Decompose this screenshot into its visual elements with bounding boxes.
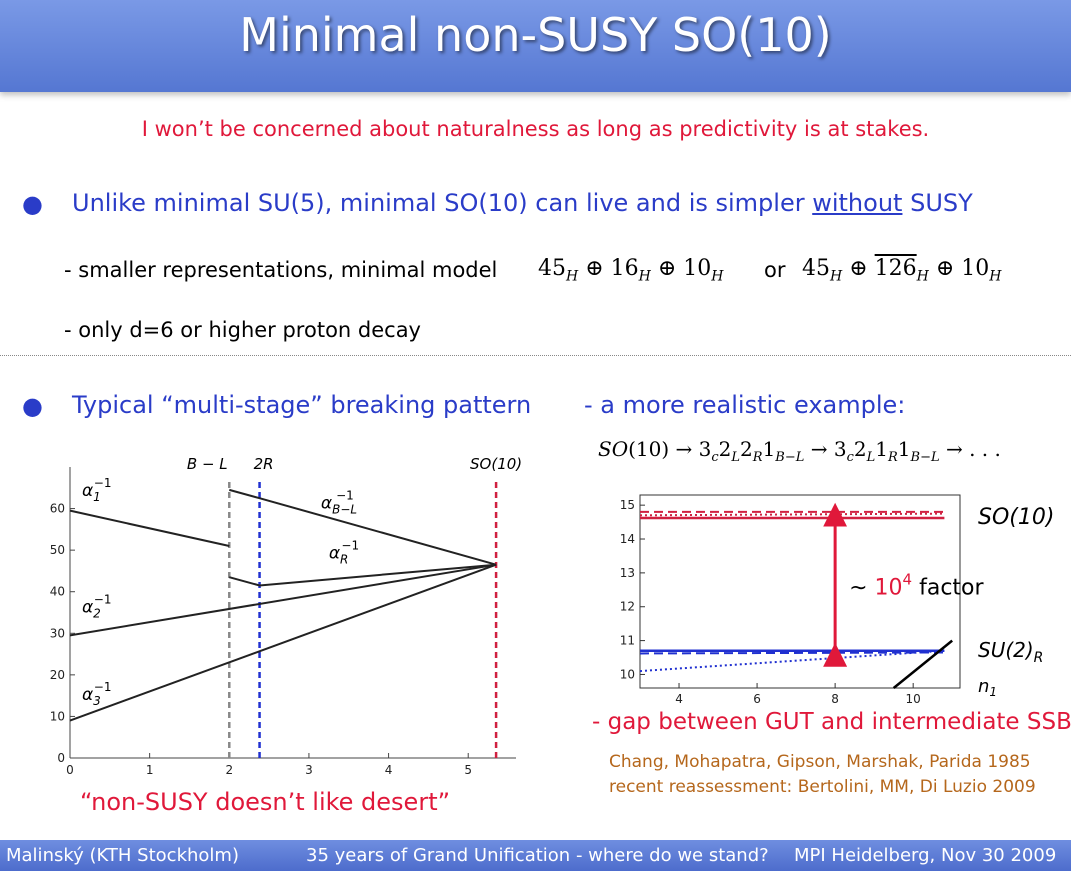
x-tick-label: 6 <box>753 692 761 706</box>
title-bar <box>0 0 1071 92</box>
factor-label: ∼ 104 factor <box>849 570 984 600</box>
alpha-label: αR−1 <box>329 538 359 566</box>
alpha-label: α1−1 <box>82 476 112 504</box>
x-tick-label: 3 <box>305 763 313 777</box>
bullet-1: Unlike minimal SU(5), minimal SO(10) can… <box>72 189 973 217</box>
bullet-icon: ● <box>22 190 43 218</box>
plot-frame <box>639 494 961 689</box>
series-line <box>69 509 230 547</box>
y-tick-label: 60 <box>50 502 65 516</box>
series-line <box>639 649 945 673</box>
series-line <box>892 639 953 689</box>
y-tick-label: 50 <box>50 543 65 557</box>
or-text: or <box>764 258 786 282</box>
right-chart: 4 6 8 10 10 11 12 13 14 15 SO(10) SU(2)R n1 ∼ 104 fa… <box>620 494 1054 706</box>
marker-label: B − L <box>187 455 228 473</box>
footer-bar <box>0 840 1071 871</box>
y-tick-label: 10 <box>620 667 635 681</box>
y-tick-label: 40 <box>50 585 65 599</box>
reference-2: recent reassessment: Bertolini, MM, Di L… <box>609 777 1036 797</box>
alpha-label: α2−1 <box>82 593 112 621</box>
marker-label: SO(10) <box>470 455 522 473</box>
series-line <box>229 563 497 587</box>
alpha-label: αB−L−1 <box>321 489 357 517</box>
divider <box>0 355 1071 356</box>
series-line <box>69 563 497 637</box>
slide-title: Minimal non-SUSY SO(10) <box>239 8 832 62</box>
y-tick-label: 10 <box>50 709 65 723</box>
gap-text: - gap between GUT and intermediate SSB <box>592 709 1071 735</box>
subtitle: I won’t be concerned about naturalness a… <box>141 117 930 141</box>
y-tick-label: 15 <box>620 498 635 512</box>
right-heading: - a more realistic example: <box>584 391 906 419</box>
bullet-2: Typical “multi-stage” breaking pattern <box>72 391 532 419</box>
series-line <box>229 488 497 566</box>
footer-talk-title: 35 years of Grand Unification - where do… <box>306 845 769 866</box>
model-b: 45H ⊕ 126H ⊕ 10H <box>802 256 1002 285</box>
bullet-icon: ● <box>22 392 43 420</box>
series-line <box>639 651 945 655</box>
y-tick-label: 30 <box>50 626 65 640</box>
bullet-1-pre: Unlike minimal SU(5), minimal SO(10) can… <box>72 189 813 217</box>
series-line <box>69 563 497 722</box>
so10-label: SO(10) <box>978 505 1054 530</box>
x-tick-label: 4 <box>385 763 393 777</box>
y-tick-label: 14 <box>620 532 635 546</box>
series-line <box>639 512 945 517</box>
x-tick-label: 2 <box>225 763 233 777</box>
x-tick-label: 5 <box>464 763 472 777</box>
alpha-label: α3−1 <box>82 680 112 708</box>
bullet-1-post: SUSY <box>902 189 973 217</box>
x-tick-label: 8 <box>831 692 839 706</box>
x-tick-label: 1 <box>146 763 154 777</box>
x-tick-label: 0 <box>66 763 74 777</box>
breaking-chain: SO(10) → 3c2L2R1B−L → 3c2L1R1B−L → . . . <box>598 437 1001 465</box>
y-tick-label: 12 <box>620 600 635 614</box>
y-tick-label: 0 <box>57 751 65 765</box>
su2r-label: SU(2)R <box>978 638 1043 666</box>
y-tick-label: 13 <box>620 566 635 580</box>
footer-author: Malinský (KTH Stockholm) <box>6 845 239 866</box>
left-caption: “non-SUSY doesn’t like desert” <box>80 788 451 816</box>
sub-2-text: - only d=6 or higher proton decay <box>64 318 421 342</box>
bullet-1-underlined: without <box>812 189 903 217</box>
x-tick-label: 4 <box>675 692 683 706</box>
x-axis-label: n1 <box>978 676 997 699</box>
reference-1: Chang, Mohapatra, Gipson, Marshak, Parid… <box>609 752 1031 772</box>
y-tick-label: 11 <box>620 634 635 648</box>
footer-venue-date: MPI Heidelberg, Nov 30 2009 <box>794 845 1057 866</box>
y-tick-label: 20 <box>50 668 65 682</box>
x-tick-label: 10 <box>906 692 921 706</box>
model-a: 45H ⊕ 16H ⊕ 10H <box>538 256 724 285</box>
sub-1-text: - smaller representations, minimal model <box>64 258 498 282</box>
marker-label: 2R <box>254 455 274 473</box>
